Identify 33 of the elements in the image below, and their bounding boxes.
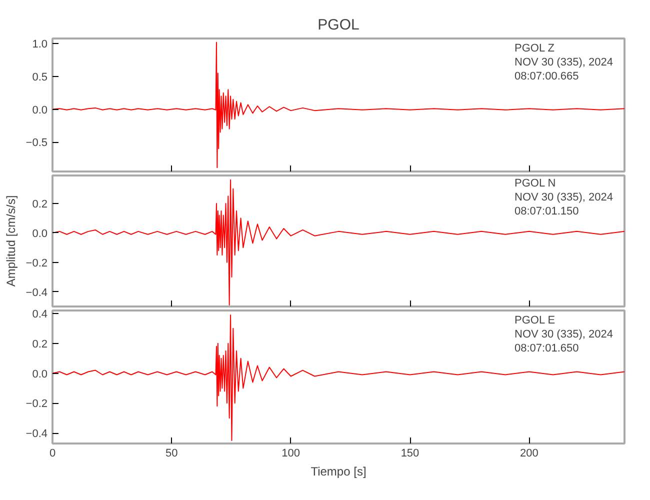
y-tick-label: −0.2	[26, 398, 48, 410]
line-series	[52, 314, 624, 442]
y-tick-label: 0.4	[32, 308, 48, 320]
x-tick-label: 150	[400, 448, 420, 460]
y-tick-label: 0.0	[32, 228, 48, 240]
y-tick-label: −0.5	[26, 137, 48, 150]
annotation: 08:07:01.650	[514, 342, 579, 354]
annotation: 08:07:01.150	[514, 206, 579, 218]
x-tick-label: 0	[49, 448, 56, 460]
annotation: NOV 30 (335), 2024	[514, 56, 613, 68]
y-tick-label: −0.4	[26, 428, 48, 440]
annotation: PGOL E	[514, 314, 556, 326]
y-tick-label: 0.5	[32, 72, 48, 84]
line-series	[52, 42, 624, 168]
annotation: PGOL Z	[514, 42, 555, 54]
y-tick-label: −0.2	[26, 257, 48, 270]
y-tick-label: 0.2	[32, 198, 48, 210]
y-tick-label: −0.4	[26, 286, 48, 299]
x-tick-label: 50	[166, 448, 178, 460]
annotation: PGOL N	[514, 178, 556, 190]
y-tick-label: 0.2	[32, 338, 48, 350]
y-tick-label: 0.0	[32, 368, 48, 380]
y-tick-label: 1.0	[32, 38, 48, 51]
x-axis-title: Tiempo [s]	[310, 464, 366, 478]
chart-title: PGOL	[318, 16, 360, 34]
y-axis-title: Amplitud [cm/s/s]	[4, 195, 18, 287]
x-tick-label: 100	[282, 448, 300, 460]
annotation: NOV 30 (335), 2024	[514, 192, 613, 204]
annotation: NOV 30 (335), 2024	[514, 328, 613, 340]
x-tick-label: 200	[520, 448, 538, 460]
annotation: 08:07:00.665	[514, 70, 579, 82]
line-series	[52, 179, 624, 306]
y-tick-label: 0.0	[32, 104, 48, 116]
